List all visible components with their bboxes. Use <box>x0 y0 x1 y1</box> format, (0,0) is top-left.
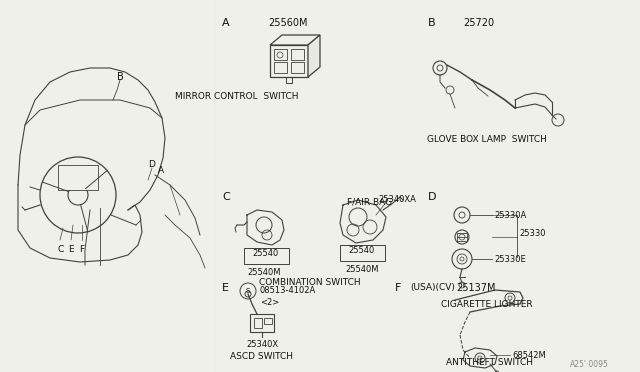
Text: GLOVE BOX LAMP  SWITCH: GLOVE BOX LAMP SWITCH <box>427 135 547 144</box>
Text: 25540M: 25540M <box>345 265 379 274</box>
Text: A: A <box>158 166 164 175</box>
Text: 68542M: 68542M <box>512 351 546 360</box>
Bar <box>244 248 289 264</box>
Text: F: F <box>79 245 84 254</box>
Text: E: E <box>222 283 229 293</box>
Text: <2>: <2> <box>260 298 279 307</box>
Text: C: C <box>222 192 230 202</box>
Text: 25137M: 25137M <box>456 283 495 293</box>
Text: A25'·0095: A25'·0095 <box>570 360 609 369</box>
Text: 08513-4102A: 08513-4102A <box>260 286 316 295</box>
Bar <box>291 62 304 73</box>
Text: CIGARETTE LIGHTER: CIGARETTE LIGHTER <box>441 300 533 309</box>
Bar <box>274 62 287 73</box>
Text: ASCD SWITCH: ASCD SWITCH <box>230 352 294 361</box>
Text: C: C <box>57 245 63 254</box>
Text: 25340XA: 25340XA <box>378 195 416 204</box>
Text: 25330A: 25330A <box>494 211 526 220</box>
Text: E: E <box>68 245 74 254</box>
Text: 25720: 25720 <box>463 18 494 28</box>
Text: MIRROR CONTROL  SWITCH: MIRROR CONTROL SWITCH <box>175 92 299 101</box>
Polygon shape <box>308 35 320 77</box>
Text: 25330: 25330 <box>519 229 545 238</box>
Text: F: F <box>395 283 401 293</box>
Bar <box>274 49 287 60</box>
Bar <box>250 314 274 332</box>
Text: B: B <box>117 72 124 82</box>
Text: 25540M: 25540M <box>247 268 280 277</box>
Bar <box>457 233 467 241</box>
Text: ANTITHEFT SWITCH: ANTITHEFT SWITCH <box>447 358 534 367</box>
Text: D: D <box>148 160 155 169</box>
Bar <box>58 165 98 190</box>
Text: F/AIR BAG: F/AIR BAG <box>348 197 392 206</box>
Bar <box>254 318 262 328</box>
Text: (USA)(CV): (USA)(CV) <box>410 283 455 292</box>
Bar <box>291 49 304 60</box>
Text: COMBINATION SWITCH: COMBINATION SWITCH <box>259 278 361 287</box>
Bar <box>270 45 308 77</box>
Text: B: B <box>428 18 436 28</box>
Bar <box>340 245 385 261</box>
Text: 25330E: 25330E <box>494 255 525 264</box>
Text: D: D <box>428 192 436 202</box>
Text: 25560M: 25560M <box>268 18 307 28</box>
Text: 25340X: 25340X <box>246 340 278 349</box>
Text: 25540: 25540 <box>253 249 279 258</box>
Text: 25540: 25540 <box>349 246 375 255</box>
Bar <box>264 318 272 324</box>
Text: A: A <box>222 18 230 28</box>
Text: S: S <box>246 288 250 294</box>
Polygon shape <box>270 35 320 45</box>
